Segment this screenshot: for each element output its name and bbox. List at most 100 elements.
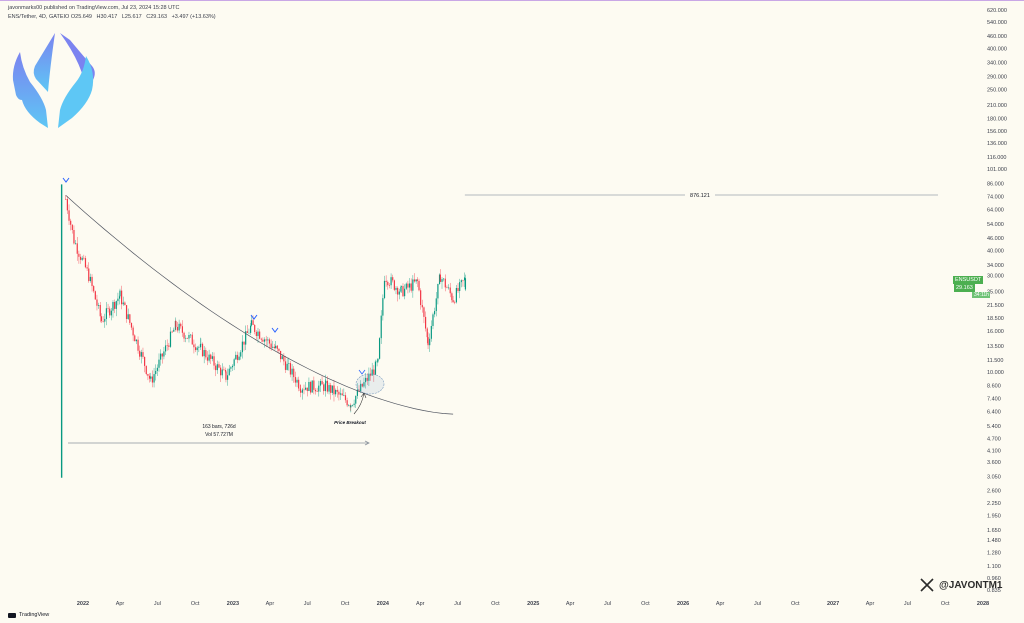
candle-body bbox=[81, 257, 83, 260]
y-tick-label: 540.000 bbox=[987, 20, 1007, 26]
y-tick-label: 16.000 bbox=[987, 329, 1004, 335]
candle-body bbox=[110, 310, 112, 316]
x-tick-label: Jul bbox=[754, 601, 761, 607]
candle-body bbox=[351, 405, 354, 406]
candles-layer bbox=[60, 184, 467, 478]
candle-body bbox=[318, 385, 320, 392]
y-tick-label: 250.000 bbox=[987, 88, 1007, 94]
candle-body bbox=[112, 301, 114, 311]
candle-body bbox=[224, 370, 227, 372]
candle-body bbox=[260, 338, 262, 340]
y-tick-label: 3.050 bbox=[987, 474, 1001, 480]
candle-body bbox=[102, 321, 104, 322]
y-tick-label: 1.280 bbox=[987, 551, 1001, 557]
candle-body bbox=[173, 329, 175, 332]
candle-body bbox=[139, 350, 141, 357]
candle-body bbox=[132, 327, 134, 336]
candle-body bbox=[84, 258, 87, 268]
candle-body bbox=[289, 363, 292, 375]
y-tick-label: 6.400 bbox=[987, 409, 1001, 415]
candle-body bbox=[216, 364, 218, 371]
tradingview-brand[interactable]: TradingView bbox=[8, 612, 49, 618]
candle-body bbox=[365, 377, 367, 383]
candle-body bbox=[435, 298, 437, 312]
y-axis[interactable]: 620.000 540.000 460.000 400.000 340.000 290.0… bbox=[987, 8, 1007, 594]
candle-body bbox=[91, 276, 93, 287]
x-logo-icon bbox=[920, 578, 934, 592]
candle-body bbox=[278, 348, 280, 351]
candle-body bbox=[346, 400, 348, 406]
candle-body bbox=[147, 374, 149, 376]
candle-body bbox=[373, 369, 375, 375]
candle-body bbox=[408, 283, 411, 288]
candle-body bbox=[223, 369, 225, 371]
candle-body bbox=[198, 347, 200, 348]
candle-body bbox=[336, 389, 338, 392]
candle-body bbox=[73, 229, 75, 244]
symbol-line[interactable]: ENS/Tether, 4D, GATEIO O25.649 H30.417 L… bbox=[8, 13, 219, 22]
candle-body bbox=[383, 280, 386, 299]
y-tick-label: 21.500 bbox=[987, 303, 1004, 309]
candle-body bbox=[88, 268, 90, 282]
candle-body bbox=[96, 299, 98, 306]
candle-body bbox=[324, 383, 326, 392]
candle-body bbox=[335, 389, 337, 395]
candle-body bbox=[281, 356, 283, 360]
candle-body bbox=[316, 391, 318, 392]
candle-body bbox=[115, 301, 117, 309]
candle-body bbox=[459, 282, 461, 292]
candle-body bbox=[98, 305, 100, 306]
candle-body bbox=[127, 314, 129, 319]
candle-body bbox=[328, 385, 330, 392]
x-tick-label: 2022 bbox=[77, 601, 89, 607]
candle-body bbox=[432, 314, 434, 326]
candle-body bbox=[75, 243, 77, 244]
x-tick-label: Jul bbox=[304, 601, 311, 607]
candle-body bbox=[299, 388, 301, 391]
candle-body bbox=[213, 356, 215, 366]
candle-body bbox=[319, 381, 322, 386]
candle-body bbox=[65, 198, 67, 200]
candle-body bbox=[228, 368, 230, 376]
price-tag-symbol: ENSUSDT bbox=[953, 276, 984, 284]
candle-body bbox=[76, 243, 78, 254]
candle-body bbox=[388, 285, 391, 286]
candle-body bbox=[400, 286, 402, 292]
candle-body bbox=[193, 344, 195, 348]
candle-body bbox=[158, 359, 160, 368]
ens-logo-icon bbox=[12, 33, 95, 128]
candle-body bbox=[118, 296, 121, 299]
candle-body bbox=[171, 331, 173, 333]
trendline[interactable] bbox=[65, 195, 454, 415]
candle-body bbox=[413, 279, 416, 282]
candle-body bbox=[369, 373, 372, 376]
candle-body bbox=[366, 377, 368, 381]
candle-body bbox=[134, 335, 136, 342]
candle-body bbox=[441, 279, 443, 282]
breakout-highlight[interactable] bbox=[355, 373, 385, 395]
x-tick-label: Apr bbox=[566, 601, 575, 607]
candle-body bbox=[221, 369, 223, 376]
candle-body bbox=[455, 288, 457, 303]
candle-body bbox=[201, 343, 204, 357]
top-border bbox=[0, 0, 1024, 1]
candle-body bbox=[421, 305, 423, 308]
x-tick-label: 2027 bbox=[827, 601, 839, 607]
candle-body bbox=[163, 351, 165, 357]
candle-body bbox=[423, 307, 425, 317]
candle-body bbox=[246, 331, 248, 333]
candle-body bbox=[452, 300, 454, 303]
candle-body bbox=[180, 323, 182, 327]
candle-body bbox=[161, 353, 163, 357]
x-axis[interactable]: 2022 Apr Jul Oct 2023 Apr Jul Oct 2024 Apr Jul Oct 2… bbox=[77, 601, 989, 607]
candle-body bbox=[400, 286, 402, 287]
x-tick-label: Oct bbox=[191, 601, 200, 607]
candle-body bbox=[286, 363, 288, 370]
candle-body bbox=[156, 367, 158, 371]
candle-body bbox=[238, 356, 240, 360]
candle-body bbox=[395, 287, 397, 290]
candle-body bbox=[86, 267, 88, 269]
candle-body bbox=[240, 352, 242, 357]
candle-body bbox=[296, 379, 298, 383]
